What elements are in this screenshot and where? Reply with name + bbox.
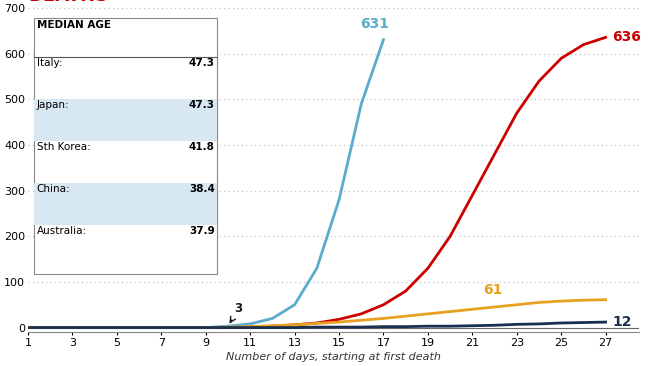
Text: 3: 3 — [230, 302, 243, 322]
Text: 636: 636 — [612, 30, 641, 44]
Text: 12: 12 — [612, 315, 632, 329]
Text: Australia:: Australia: — [37, 226, 87, 236]
Text: Japan:: Japan: — [37, 100, 70, 110]
Text: DEATHS: DEATHS — [28, 0, 108, 4]
Text: 37.9: 37.9 — [189, 226, 215, 236]
Text: Sth Korea:: Sth Korea: — [37, 142, 90, 152]
Text: Italy:: Italy: — [37, 58, 62, 68]
Text: China:: China: — [37, 184, 70, 194]
Text: MEDIAN AGE: MEDIAN AGE — [38, 20, 111, 30]
Text: 41.8: 41.8 — [189, 142, 215, 152]
Text: 61: 61 — [484, 283, 503, 298]
Text: 47.3: 47.3 — [189, 100, 215, 110]
X-axis label: Number of days, starting at first death: Number of days, starting at first death — [226, 352, 441, 362]
Text: 631: 631 — [360, 16, 389, 30]
Text: 47.3: 47.3 — [189, 58, 215, 68]
Text: 38.4: 38.4 — [189, 184, 215, 194]
